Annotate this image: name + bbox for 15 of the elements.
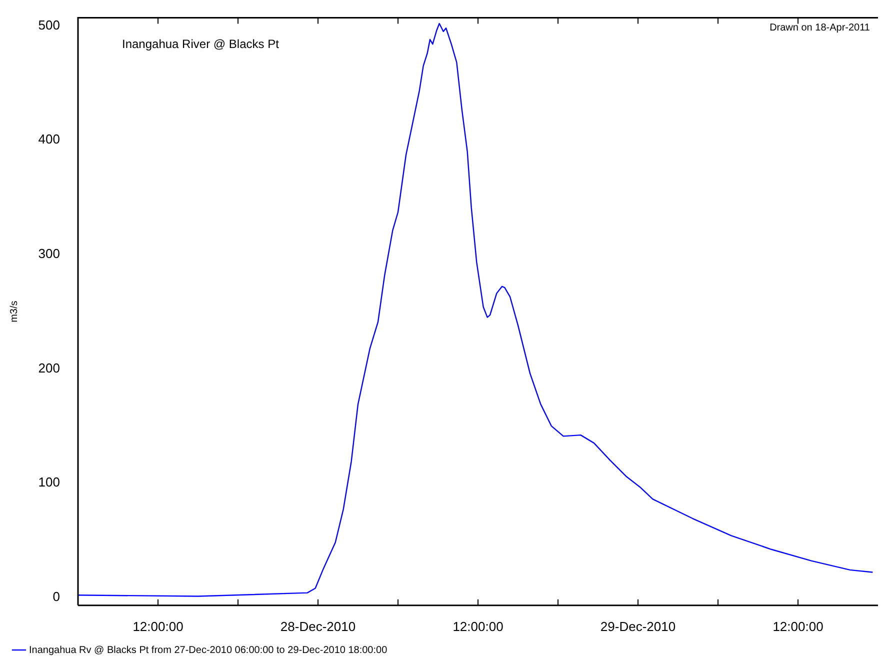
y-tick-label: 100 (38, 474, 60, 490)
legend-label: Inangahua Rv @ Blacks Pt from 27-Dec-2010 06:00:00 to 29-Dec-2010 18:00:00 (29, 644, 388, 656)
annotation: Drawn on 18-Apr-2011 (770, 22, 870, 34)
y-tick-label: 200 (38, 360, 60, 376)
x-tick-label: 28-Dec-2010 (280, 618, 356, 634)
text: Inangahua River @ Blacks Pt (122, 37, 280, 52)
x-tick-label: 12:00:00 (132, 618, 184, 634)
y-tick-label: 500 (38, 17, 60, 32)
y-tick-label: 300 (38, 246, 60, 262)
y-tick-label: 400 (38, 132, 60, 147)
x-tick-label: 12:00:00 (772, 618, 824, 634)
x-tick-label: 12:00:00 (452, 618, 504, 634)
y-tick-label: 0 (52, 588, 60, 604)
x-tick-label: 29-Dec-2010 (600, 618, 676, 634)
y-axis-title: m3/s (8, 300, 20, 322)
